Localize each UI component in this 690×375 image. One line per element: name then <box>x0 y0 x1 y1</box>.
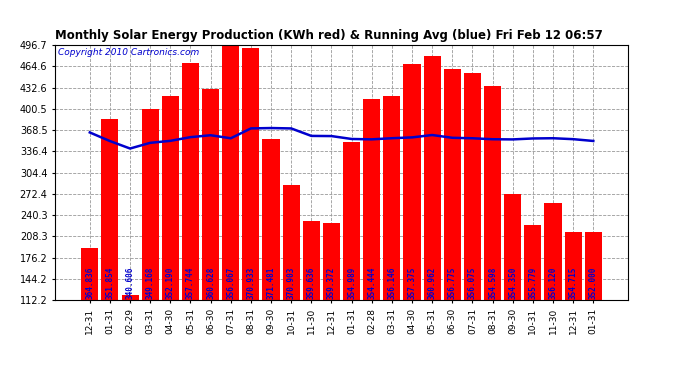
Text: 356.120: 356.120 <box>549 266 558 298</box>
Bar <box>323 223 340 374</box>
Text: 352.000: 352.000 <box>589 266 598 298</box>
Text: 364.836: 364.836 <box>86 266 95 298</box>
Text: 356.075: 356.075 <box>468 266 477 298</box>
Bar <box>464 73 481 374</box>
Bar <box>161 96 179 374</box>
Text: 371.481: 371.481 <box>266 266 275 298</box>
Text: 370.903: 370.903 <box>287 266 296 298</box>
Text: 360.628: 360.628 <box>206 266 215 298</box>
Bar <box>303 220 320 374</box>
Bar <box>504 194 522 374</box>
Text: 354.444: 354.444 <box>367 266 376 298</box>
Bar <box>484 86 501 374</box>
Bar <box>424 56 441 374</box>
Bar <box>544 203 562 374</box>
Bar <box>101 119 119 374</box>
Bar <box>262 139 279 374</box>
Bar <box>121 295 139 374</box>
Bar <box>444 69 461 374</box>
Text: 349.168: 349.168 <box>146 266 155 298</box>
Text: 355.779: 355.779 <box>529 266 538 298</box>
Text: 360.962: 360.962 <box>428 266 437 298</box>
Bar <box>384 96 400 374</box>
Bar <box>564 232 582 374</box>
Text: 351.854: 351.854 <box>106 266 115 298</box>
Bar <box>363 99 380 374</box>
Text: 357.375: 357.375 <box>408 266 417 298</box>
Text: 357.744: 357.744 <box>186 266 195 298</box>
Text: Copyright 2010 Cartronics.com: Copyright 2010 Cartronics.com <box>58 48 199 57</box>
Text: Monthly Solar Energy Production (KWh red) & Running Avg (blue) Fri Feb 12 06:57: Monthly Solar Energy Production (KWh red… <box>55 30 603 42</box>
Bar <box>584 232 602 374</box>
Bar <box>222 45 239 374</box>
Bar <box>524 225 542 374</box>
Text: 354.350: 354.350 <box>509 266 518 298</box>
Bar <box>242 48 259 374</box>
Text: 359.636: 359.636 <box>307 266 316 298</box>
Bar <box>182 63 199 374</box>
Bar <box>141 109 159 374</box>
Bar <box>283 185 299 374</box>
Text: 340.606: 340.606 <box>126 266 135 298</box>
Text: 370.933: 370.933 <box>246 266 255 298</box>
Bar <box>81 248 99 374</box>
Text: 352.190: 352.190 <box>166 266 175 298</box>
Text: 356.775: 356.775 <box>448 266 457 298</box>
Text: 356.146: 356.146 <box>387 266 396 298</box>
Text: 354.715: 354.715 <box>569 266 578 298</box>
Text: 354.598: 354.598 <box>488 266 497 298</box>
Text: 356.067: 356.067 <box>226 266 235 298</box>
Text: 354.989: 354.989 <box>347 266 356 298</box>
Bar <box>343 142 360 374</box>
Bar <box>202 89 219 374</box>
Text: 359.372: 359.372 <box>327 266 336 298</box>
Bar <box>404 64 421 374</box>
